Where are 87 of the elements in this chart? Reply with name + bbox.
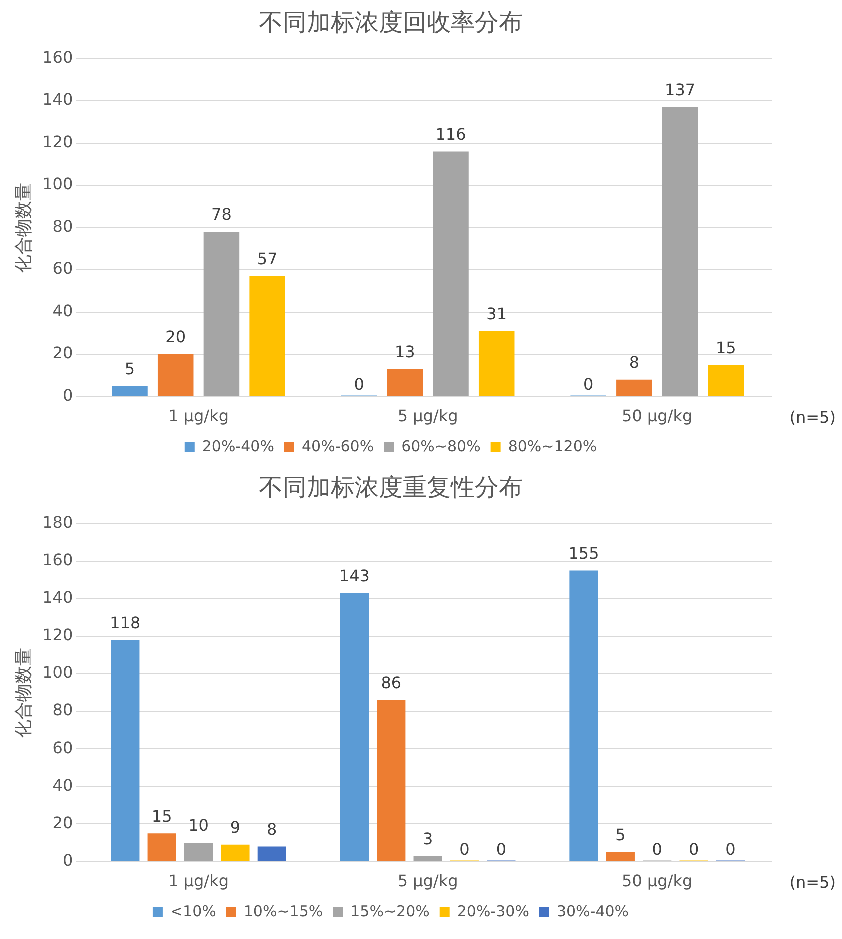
bar: [221, 844, 250, 862]
y-tick-label: 0: [62, 850, 74, 870]
bar: [616, 380, 652, 396]
legend-label: 60%~80%: [402, 437, 481, 456]
legend-label: 80%~120%: [508, 437, 598, 456]
data-label: 15: [152, 806, 172, 826]
bar: [112, 386, 148, 396]
bar: [148, 834, 176, 862]
bar: [662, 107, 698, 396]
x-tick-label: 1 μg/kg: [168, 406, 229, 426]
bar: [387, 369, 424, 396]
legend-label: <10%: [170, 902, 216, 920]
y-tick-label: 100: [42, 663, 74, 682]
legend-label: 30%-40%: [556, 902, 630, 920]
bar: [258, 846, 286, 862]
legend-label: 20%-30%: [457, 902, 530, 920]
data-label: 0: [688, 840, 700, 859]
data-label: 78: [212, 205, 232, 224]
data-label: 0: [496, 840, 507, 859]
y-tick-label: 140: [42, 90, 74, 110]
chart-title: 不同加标浓度重复性分布: [259, 474, 523, 502]
chart-title: 不同加标浓度回收率分布: [259, 8, 523, 37]
data-label: 20: [166, 328, 186, 347]
y-tick-label: 40: [52, 776, 74, 795]
text: (n=5): [790, 872, 836, 892]
x-tick-label: 5 μg/kg: [398, 872, 458, 891]
data-label: 86: [381, 673, 402, 692]
legend-label: 20%-40%: [202, 437, 274, 456]
bar: [570, 570, 598, 862]
data-label: 0: [460, 840, 470, 859]
bar: [340, 593, 370, 862]
bar: [158, 354, 194, 396]
y-tick-label: 100: [42, 174, 74, 194]
y-tick-label: 0: [62, 386, 74, 405]
x-tick-label: 1 μg/kg: [168, 872, 229, 891]
bar: [708, 365, 744, 396]
data-label: 0: [354, 374, 364, 394]
legend-label: 15%~20%: [350, 902, 430, 920]
data-label: 143: [339, 566, 370, 586]
y-tick-label: 60: [52, 259, 74, 278]
y-tick-label: 180: [42, 512, 74, 532]
data-label: 0: [583, 374, 594, 394]
x-tick-label: 50 μg/kg: [622, 872, 693, 891]
data-label: 0: [726, 840, 736, 859]
data-label: 0: [652, 840, 662, 859]
y-tick-label: 160: [42, 550, 74, 570]
data-label: 155: [568, 544, 600, 563]
y-tick-label: 160: [42, 48, 74, 67]
y-tick-label: 120: [42, 132, 74, 152]
data-label: 137: [665, 80, 696, 100]
x-tick-label: 50 μg/kg: [622, 406, 693, 426]
legend-label: 40%-60%: [302, 437, 374, 456]
y-tick-label: 120: [42, 626, 74, 645]
data-label: 118: [110, 613, 141, 632]
legend-label: 10%~15%: [244, 902, 324, 920]
data-label: 10: [188, 816, 209, 836]
data-label: 9: [230, 818, 241, 838]
text: (n=5): [790, 408, 836, 427]
bar: [250, 276, 286, 396]
bar: [433, 152, 469, 396]
y-tick-label: 20: [52, 813, 74, 832]
bar: [184, 843, 214, 862]
data-label: 15: [716, 338, 736, 358]
y-tick-label: 20: [52, 344, 74, 363]
bar: [204, 232, 240, 396]
bar: [478, 331, 515, 396]
data-label: 5: [124, 359, 136, 378]
data-label: 31: [486, 304, 508, 324]
y-tick-label: 140: [42, 588, 74, 608]
y-axis-title: 化合物数量: [13, 182, 34, 273]
data-label: 57: [257, 250, 278, 269]
y-axis-title: 化合物数量: [13, 648, 34, 738]
y-tick-label: 40: [52, 301, 74, 320]
data-label: 3: [422, 829, 434, 848]
bar: [606, 852, 635, 862]
bar: [414, 856, 442, 862]
data-label: 5: [616, 826, 626, 845]
y-tick-label: 60: [52, 738, 74, 758]
bar: [377, 700, 406, 862]
data-label: 8: [629, 353, 640, 372]
x-tick-label: 5 μg/kg: [398, 406, 458, 426]
data-label: 116: [436, 124, 466, 144]
y-tick-label: 80: [52, 700, 74, 720]
y-tick-label: 80: [52, 216, 74, 236]
data-label: 8: [267, 820, 278, 839]
bar: [111, 640, 140, 862]
data-label: 13: [394, 342, 416, 362]
